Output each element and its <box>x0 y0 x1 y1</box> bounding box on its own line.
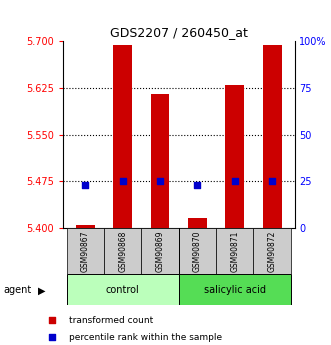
Point <box>263 99 268 105</box>
Point <box>232 178 237 184</box>
Point <box>263 256 268 262</box>
Text: ▶: ▶ <box>38 286 46 295</box>
Text: GSM90872: GSM90872 <box>268 230 277 272</box>
Title: GDS2207 / 260450_at: GDS2207 / 260450_at <box>110 26 248 39</box>
Text: GSM90868: GSM90868 <box>118 230 127 272</box>
Bar <box>67 274 179 305</box>
Bar <box>179 228 216 274</box>
Bar <box>263 45 281 228</box>
Bar <box>76 225 95 228</box>
Text: salicylic acid: salicylic acid <box>204 285 266 295</box>
Text: agent: agent <box>3 286 31 295</box>
Bar <box>67 228 104 274</box>
Bar <box>113 45 132 228</box>
Text: percentile rank within the sample: percentile rank within the sample <box>69 333 222 342</box>
Bar <box>216 228 254 274</box>
Point <box>195 183 200 188</box>
Bar <box>254 228 291 274</box>
Text: GSM90871: GSM90871 <box>230 230 239 272</box>
Text: GSM90867: GSM90867 <box>81 230 90 272</box>
Bar <box>188 218 207 228</box>
Text: control: control <box>106 285 140 295</box>
Bar <box>225 85 244 228</box>
Bar <box>141 228 179 274</box>
Bar <box>151 94 169 228</box>
Point <box>83 183 88 188</box>
Text: transformed count: transformed count <box>69 316 153 325</box>
Text: GSM90869: GSM90869 <box>156 230 165 272</box>
Point <box>158 178 163 184</box>
Text: GSM90870: GSM90870 <box>193 230 202 272</box>
Point <box>120 178 125 184</box>
Bar <box>104 228 141 274</box>
Point <box>269 178 275 184</box>
Bar <box>179 274 291 305</box>
